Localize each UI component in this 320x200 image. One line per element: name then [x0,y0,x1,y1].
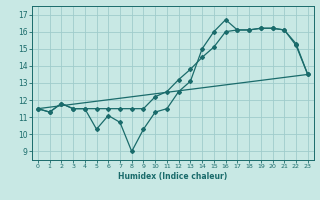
X-axis label: Humidex (Indice chaleur): Humidex (Indice chaleur) [118,172,228,181]
